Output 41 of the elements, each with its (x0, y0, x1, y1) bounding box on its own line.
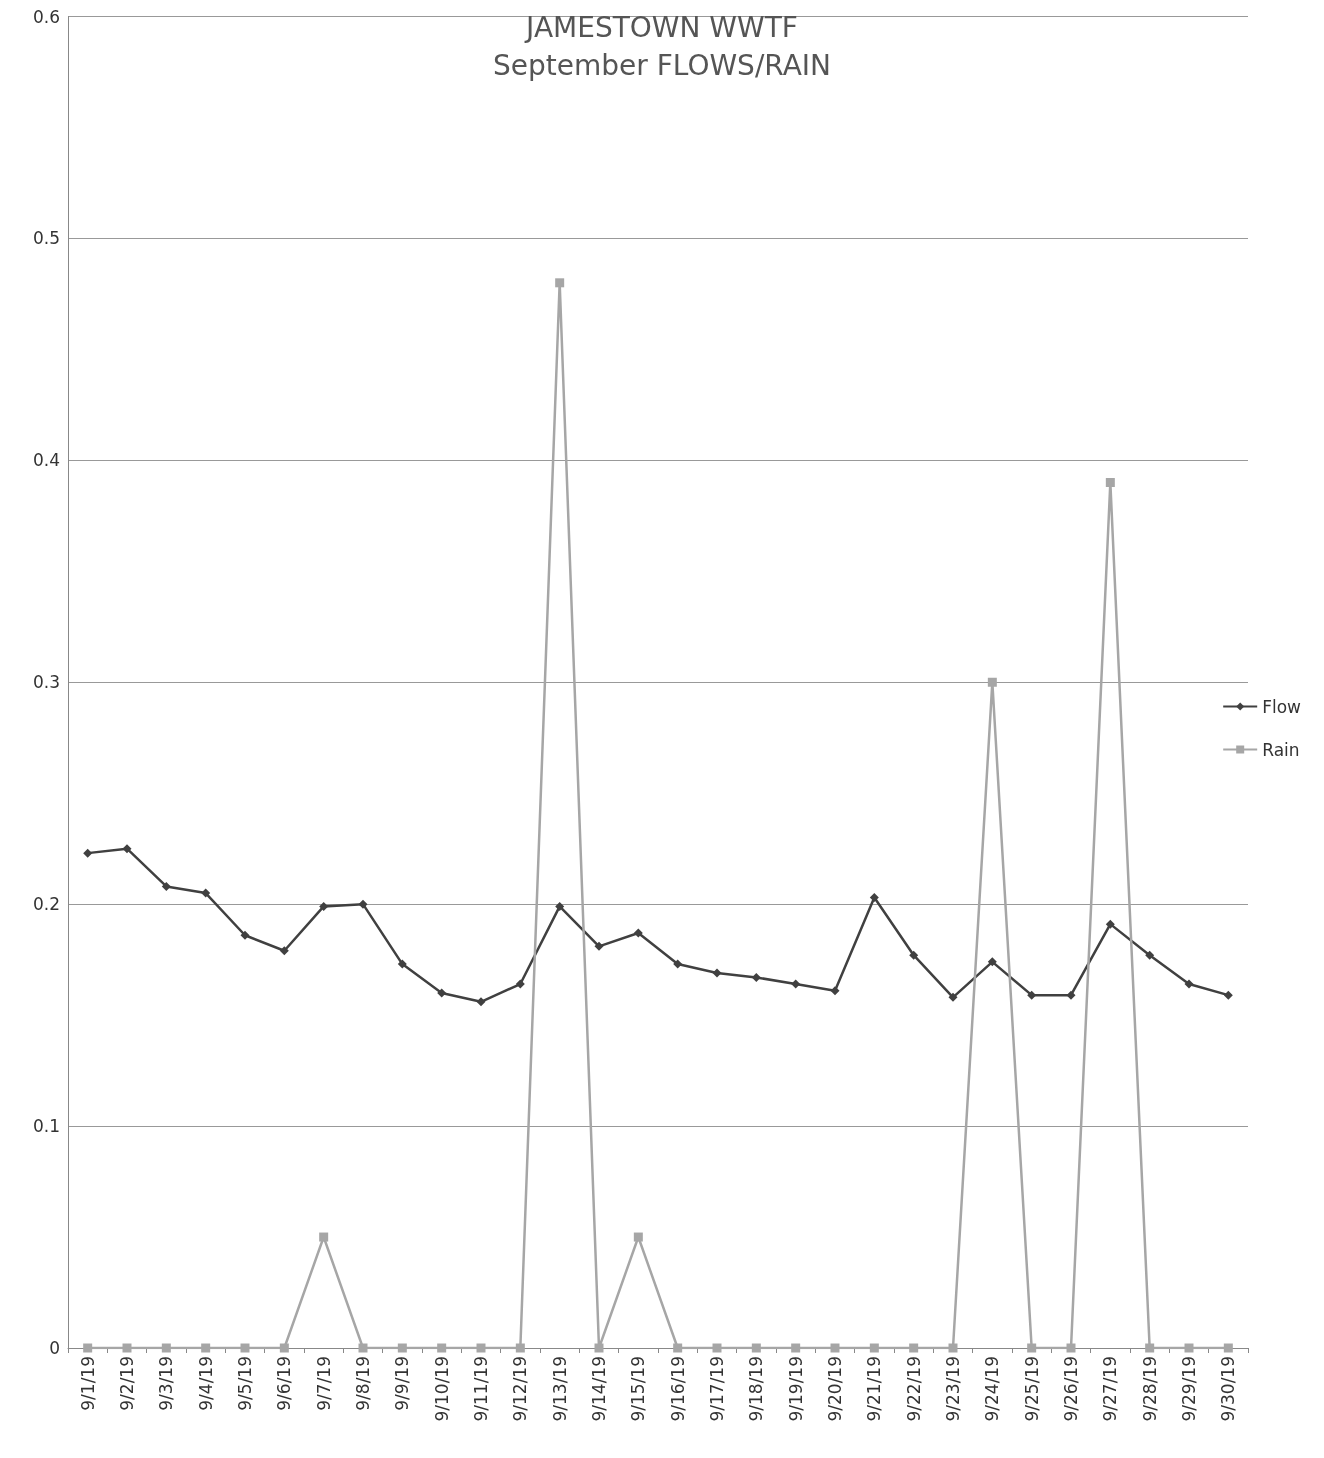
x-tick-label: 9/13/19 (549, 1356, 570, 1422)
legend-label: Flow (1262, 696, 1302, 717)
x-tick-label: 9/10/19 (431, 1356, 452, 1422)
x-tick-label: 9/4/19 (195, 1356, 216, 1411)
x-tick-label: 9/15/19 (628, 1356, 649, 1422)
y-tick-label: 0.5 (32, 228, 60, 249)
legend-label: Rain (1262, 739, 1300, 760)
x-tick-label: 9/6/19 (274, 1356, 295, 1411)
x-tick-label: 9/24/19 (982, 1356, 1003, 1422)
x-tick-label: 9/19/19 (785, 1356, 806, 1422)
x-tick-label: 9/27/19 (1100, 1356, 1121, 1422)
x-tick-label: 9/29/19 (1179, 1356, 1199, 1422)
x-tick-label: 9/23/19 (943, 1356, 963, 1422)
y-tick-label: 0.2 (32, 894, 60, 915)
y-tick-label: 0.6 (32, 6, 60, 27)
y-tick-label: 0.4 (32, 450, 60, 471)
y-tick-label: 0.3 (32, 672, 60, 693)
x-tick-label: 9/18/19 (746, 1356, 767, 1422)
x-tick-label: 9/22/19 (903, 1356, 924, 1422)
y-tick-label: 0 (49, 1338, 60, 1358)
x-tick-label: 9/12/19 (510, 1356, 531, 1422)
x-tick-label: 9/16/19 (667, 1356, 688, 1422)
x-tick-label: 9/2/19 (117, 1356, 137, 1411)
x-tick-label: 9/1/19 (77, 1356, 98, 1411)
x-tick-label: 9/17/19 (707, 1356, 727, 1422)
chart-title: JAMESTOWN WWTF (524, 10, 798, 44)
x-tick-label: 9/14/19 (589, 1356, 609, 1422)
x-tick-label: 9/8/19 (353, 1356, 373, 1411)
x-tick-label: 9/3/19 (156, 1356, 177, 1411)
x-tick-label: 9/5/19 (235, 1356, 255, 1411)
x-tick-label: 9/21/19 (864, 1356, 885, 1422)
x-tick-label: 9/26/19 (1061, 1356, 1081, 1422)
y-tick-label: 0.1 (32, 1116, 60, 1137)
x-tick-label: 9/7/19 (313, 1356, 334, 1411)
x-tick-label: 9/9/19 (392, 1356, 413, 1411)
x-tick-label: 9/28/19 (1139, 1356, 1160, 1422)
x-tick-label: 9/20/19 (825, 1356, 845, 1422)
text: September FLOWS/RAIN (493, 48, 831, 82)
x-tick-label: 9/25/19 (1021, 1356, 1042, 1422)
x-tick-label: 9/11/19 (471, 1356, 491, 1422)
x-tick-label: 9/30/19 (1218, 1356, 1239, 1422)
